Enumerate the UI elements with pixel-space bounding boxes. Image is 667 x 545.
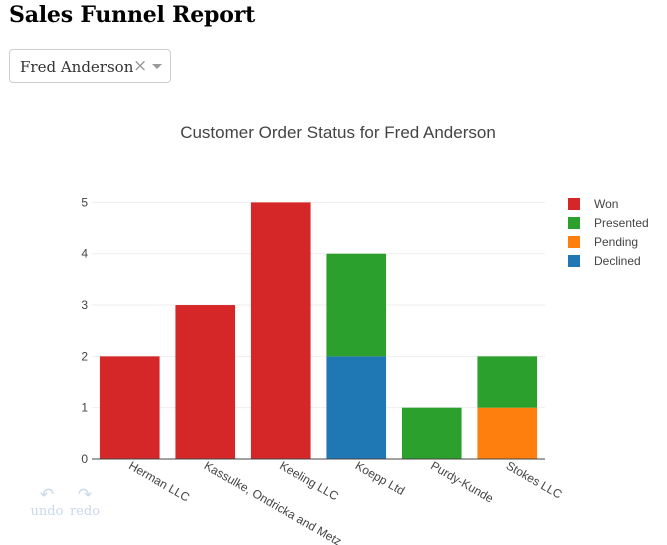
bar-won bbox=[250, 202, 311, 459]
x-tick-label: Kassulke, Ondricka and Metz bbox=[202, 458, 344, 545]
select-value: Fred Anderson bbox=[20, 58, 134, 76]
legend-swatch bbox=[568, 217, 580, 229]
undo-icon: ↶ bbox=[39, 485, 55, 505]
redo-button[interactable]: ↷ redo bbox=[68, 486, 102, 520]
legend-label: Presented bbox=[594, 216, 649, 230]
y-tick-label: 2 bbox=[81, 349, 88, 363]
y-tick-label: 1 bbox=[81, 401, 88, 415]
bar-presented bbox=[326, 253, 387, 357]
legend-swatch bbox=[568, 236, 580, 248]
bar-pending bbox=[477, 407, 538, 459]
clear-icon[interactable]: × bbox=[133, 56, 148, 76]
legend-label: Declined bbox=[594, 254, 641, 268]
chevron-down-icon[interactable] bbox=[152, 64, 162, 69]
y-tick-label: 3 bbox=[81, 298, 88, 312]
bar-declined bbox=[326, 356, 387, 459]
salesperson-select[interactable]: Fred Anderson × bbox=[9, 49, 171, 83]
x-tick-label: Herman LLC bbox=[126, 458, 192, 504]
legend-label: Pending bbox=[594, 235, 638, 249]
x-tick-label: Purdy-Kunde bbox=[428, 458, 496, 505]
x-tick-label: Stokes LLC bbox=[504, 458, 565, 501]
bar-won bbox=[175, 305, 236, 459]
bar-won bbox=[99, 356, 160, 459]
redo-icon: ↷ bbox=[77, 485, 93, 505]
y-tick-label: 4 bbox=[81, 247, 88, 261]
undo-label: undo bbox=[30, 504, 64, 519]
y-tick-label: 5 bbox=[81, 195, 88, 209]
redo-label: redo bbox=[69, 504, 101, 519]
x-tick-label: Koepp Ltd bbox=[353, 458, 407, 497]
chart-title: Customer Order Status for Fred Anderson bbox=[180, 123, 496, 142]
x-tick-label: Keeling LLC bbox=[277, 458, 341, 503]
legend-swatch bbox=[568, 198, 580, 210]
legend-swatch bbox=[568, 255, 580, 267]
bar-presented bbox=[401, 407, 462, 459]
y-tick-label: 0 bbox=[81, 452, 88, 466]
legend-label: Won bbox=[594, 197, 618, 211]
bar-presented bbox=[477, 356, 538, 408]
undo-button[interactable]: ↶ undo bbox=[30, 486, 64, 520]
page-title: Sales Funnel Report bbox=[9, 2, 256, 28]
